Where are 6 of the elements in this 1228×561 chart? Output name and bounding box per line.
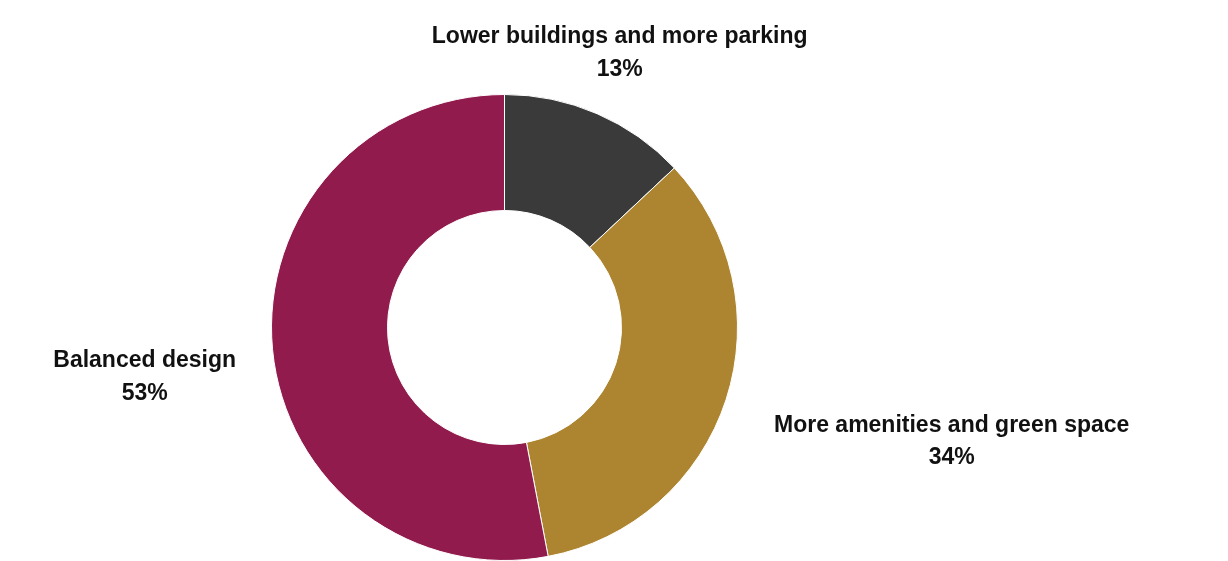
slice-label: Balanced design	[53, 346, 237, 373]
data-label: 53%	[121, 378, 168, 405]
data-label: 34%	[928, 443, 975, 470]
data-label: 13%	[596, 54, 643, 81]
slice-label: Lower buildings and more parking	[431, 22, 808, 49]
slice-label: More amenities and green space	[774, 410, 1130, 437]
